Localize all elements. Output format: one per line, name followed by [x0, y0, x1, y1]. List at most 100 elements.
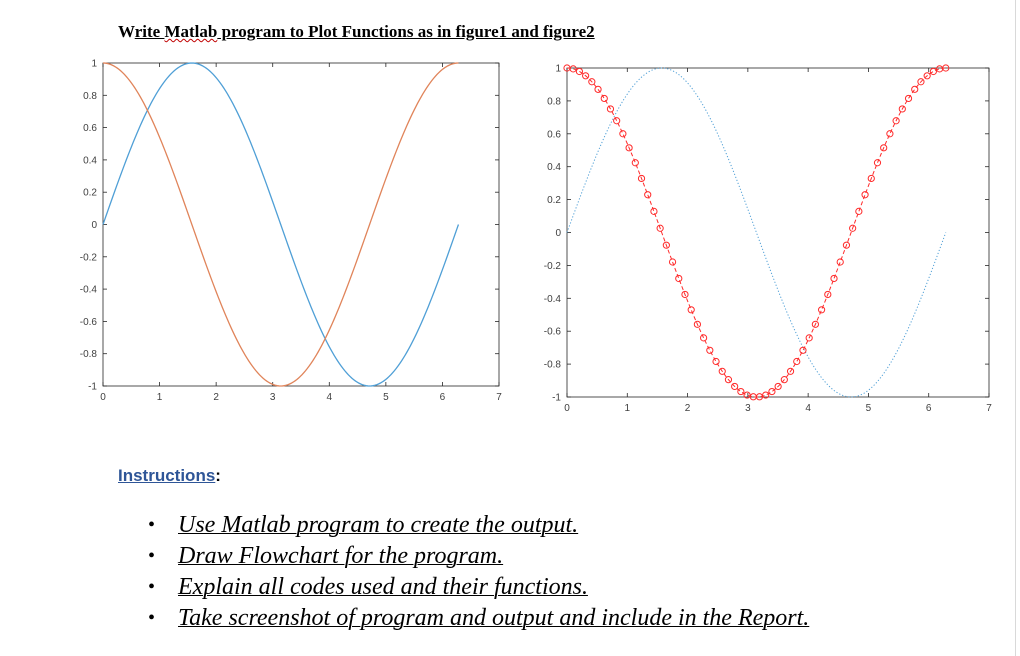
data-point-marker	[849, 224, 857, 232]
data-point-marker	[619, 130, 627, 138]
data-point-marker	[718, 367, 726, 375]
data-point-marker	[942, 64, 950, 72]
y-tick-label: -0.6	[544, 327, 562, 338]
x-tick-label: 5	[866, 403, 872, 414]
y-tick-label: 0.4	[83, 155, 97, 166]
instructions-label: Instructions	[118, 466, 216, 485]
data-point-marker	[606, 105, 615, 113]
y-tick-label: -0.8	[80, 349, 98, 360]
x-tick-label: 7	[496, 392, 502, 403]
y-tick-label: 0.6	[547, 129, 561, 140]
data-point-marker	[737, 387, 745, 396]
y-tick-label: -1	[552, 393, 561, 404]
y-tick-label: -0.4	[544, 294, 562, 305]
x-tick-label: 3	[270, 392, 276, 403]
y-tick-label: 0.2	[83, 188, 97, 199]
bullet-icon: •	[148, 576, 156, 598]
y-tick-label: 0.4	[547, 162, 561, 173]
heading-part-2: program to Plot Functions as in figure1 …	[217, 22, 595, 41]
data-point-marker	[681, 290, 689, 299]
instruction-item: • Take screenshot of program and output a…	[148, 603, 809, 634]
instruction-text: Use Matlab program to create the output.	[178, 512, 579, 538]
instruction-item: • Draw Flowchart for the program.	[148, 541, 809, 572]
data-point-marker	[662, 241, 670, 249]
instruction-text: Draw Flowchart for the program.	[178, 543, 504, 569]
y-tick-label: 0.8	[547, 96, 561, 107]
x-tick-label: 1	[625, 403, 631, 414]
data-point-marker	[731, 382, 739, 391]
data-point-marker	[911, 85, 919, 93]
data-point-marker	[867, 174, 875, 183]
data-point-marker	[898, 105, 906, 113]
y-tick-label: 0.6	[83, 123, 97, 134]
heading-matlab-word: Matlab	[164, 22, 218, 41]
data-point-marker	[637, 174, 646, 183]
document-heading: Write Matlab program to Plot Functions a…	[118, 22, 595, 42]
bullet-icon: •	[148, 514, 156, 536]
data-point-marker	[786, 367, 795, 375]
data-point-marker	[631, 159, 639, 167]
x-tick-label: 6	[440, 392, 446, 403]
data-point-marker	[799, 346, 807, 354]
x-tick-label: 0	[564, 403, 570, 414]
x-tick-label: 4	[805, 403, 811, 414]
data-point-marker	[724, 376, 733, 384]
data-point-marker	[886, 130, 894, 138]
data-point-marker	[880, 144, 888, 152]
heading-part-1: rite	[134, 22, 165, 41]
x-tick-label: 6	[926, 403, 932, 414]
y-tick-label: 0	[91, 220, 97, 231]
y-tick-label: -0.2	[544, 261, 562, 272]
x-tick-label: 2	[213, 392, 219, 403]
y-tick-label: -0.6	[80, 317, 98, 328]
data-point-marker	[700, 334, 708, 342]
y-tick-label: -1	[88, 382, 97, 393]
data-point-marker	[706, 346, 714, 354]
data-point-marker	[762, 391, 770, 399]
data-point-marker	[582, 72, 590, 80]
data-point-marker	[793, 357, 801, 366]
x-tick-label: 5	[383, 392, 389, 403]
series-sinx-line	[566, 67, 947, 398]
data-point-marker	[575, 67, 584, 76]
data-point-marker	[774, 382, 782, 391]
x-tick-label: 3	[745, 403, 751, 414]
series-cosx-line	[102, 62, 459, 387]
data-point-marker	[805, 334, 813, 342]
instructions-heading: Instructions:	[118, 466, 221, 486]
plot-frame	[102, 62, 500, 387]
data-point-marker	[817, 306, 826, 314]
x-tick-label: 2	[685, 403, 691, 414]
data-point-marker	[613, 117, 621, 125]
plot-frame	[566, 67, 990, 398]
data-point-marker	[836, 258, 844, 266]
x-tick-label: 4	[327, 392, 333, 403]
data-point-marker	[855, 207, 863, 215]
data-point-marker	[780, 376, 788, 384]
data-point-marker	[824, 290, 832, 299]
data-point-marker	[569, 65, 577, 73]
data-point-marker	[668, 258, 677, 266]
data-point-marker	[768, 387, 776, 396]
x-tick-label: 0	[100, 392, 106, 403]
data-point-marker	[650, 207, 658, 215]
data-point-marker	[917, 78, 925, 86]
instruction-text: Take screenshot of program and output an…	[178, 605, 810, 631]
instructions-list: • Use Matlab program to create the output…	[148, 510, 809, 634]
data-point-marker	[892, 117, 900, 125]
y-tick-label: 1	[91, 59, 97, 70]
y-tick-label: -0.8	[544, 360, 562, 371]
y-tick-label: 0.2	[547, 195, 561, 206]
x-tick-label: 1	[157, 392, 163, 403]
data-point-marker	[656, 224, 664, 232]
data-point-marker	[842, 241, 851, 249]
instructions-colon: :	[215, 466, 221, 485]
data-point-marker	[594, 85, 602, 93]
data-point-marker	[625, 144, 633, 152]
data-point-marker	[873, 159, 882, 167]
data-point-marker	[811, 320, 819, 328]
data-point-marker	[687, 306, 695, 314]
data-point-marker	[904, 94, 913, 103]
